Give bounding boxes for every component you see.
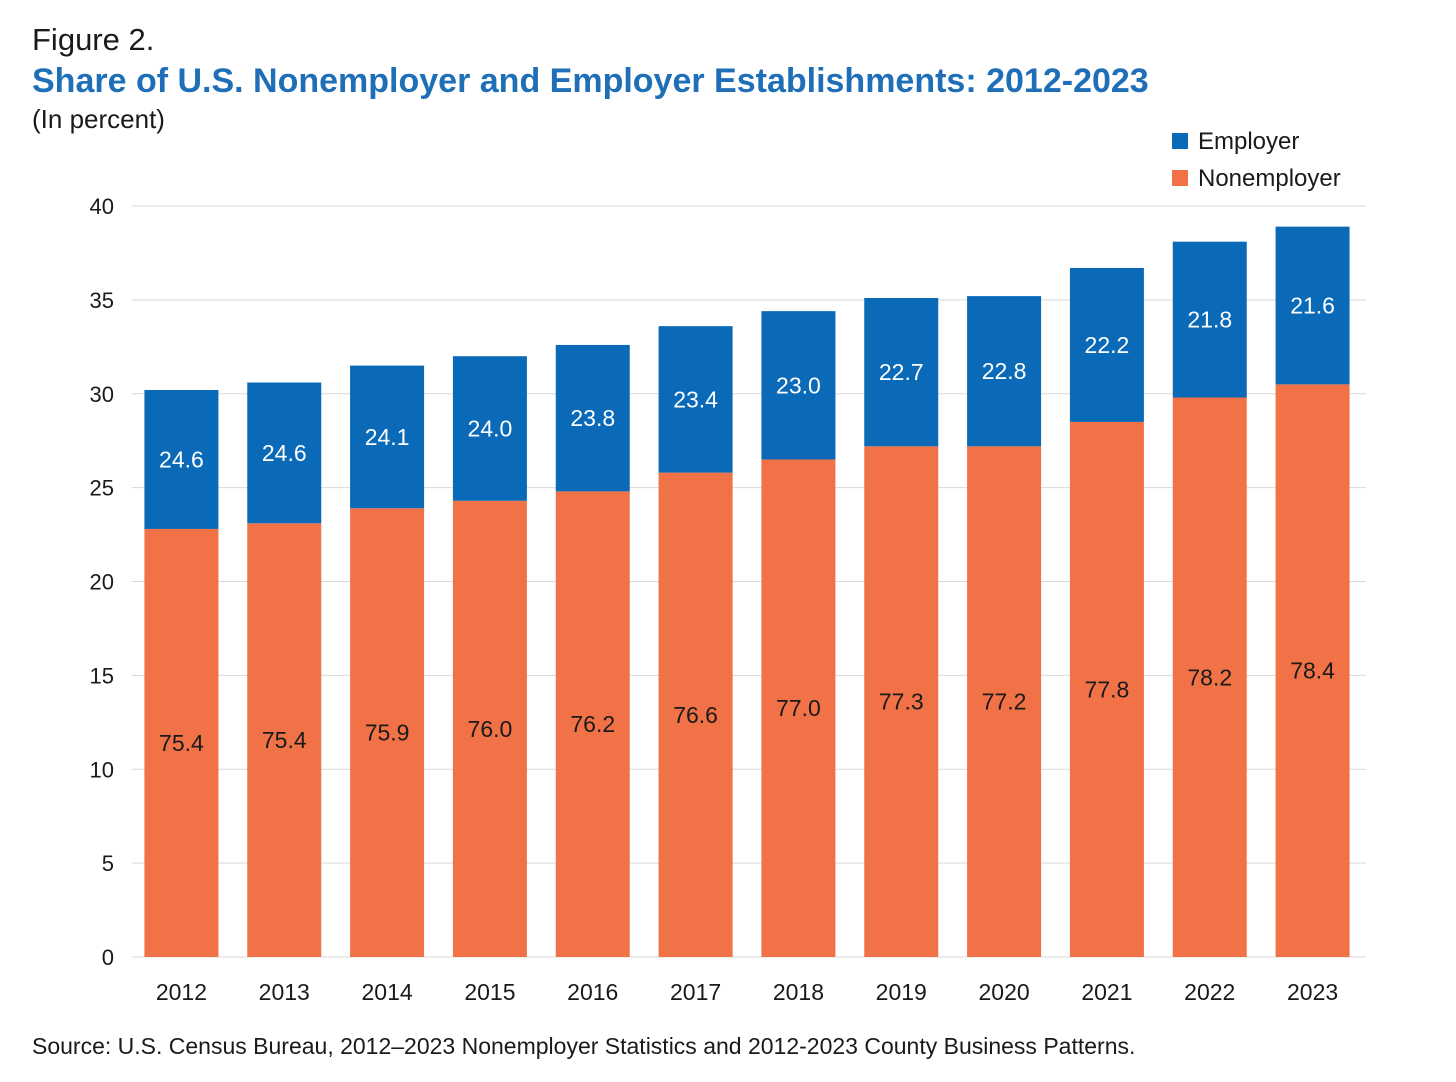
bar-employer [555,344,630,492]
chart-title: Share of U.S. Nonemployer and Employer E… [32,62,1149,100]
bar-employer [967,296,1042,447]
y-tick-label: 30 [90,382,114,407]
bar-nonemployer [452,500,527,957]
x-tick-label: 2021 [1081,979,1132,1005]
data-label-employer: 23.8 [570,405,615,431]
bar-employer [1069,267,1144,422]
legend-label-nonemployer: Nonemployer [1198,165,1341,192]
bar-nonemployer [555,491,630,957]
y-tick-label: 25 [90,476,114,501]
x-tick-label: 2018 [773,979,824,1005]
data-label-employer: 23.4 [673,386,718,412]
x-tick-label: 2016 [567,979,618,1005]
x-tick-label: 2012 [156,979,207,1005]
legend-swatch-nonemployer [1172,169,1188,186]
y-tick-label: 10 [90,757,114,782]
bar-employer [350,365,425,509]
y-tick-label: 0 [102,945,114,970]
data-label-employer: 24.6 [159,446,204,472]
x-tick-label: 2014 [361,979,412,1005]
y-tick-label: 15 [90,663,114,688]
data-label-employer: 22.8 [982,358,1027,384]
bar-nonemployer [1172,397,1247,957]
x-tick-label: 2013 [259,979,310,1005]
data-label-nonemployer: 76.6 [673,702,718,728]
x-tick-label: 2023 [1287,979,1338,1005]
x-tick-label: 2020 [978,979,1029,1005]
x-tick-label: 2015 [464,979,515,1005]
data-label-nonemployer: 76.2 [570,711,615,737]
bar-employer [144,389,219,529]
bar-employer [1275,226,1350,385]
data-label-employer: 24.6 [262,440,307,466]
y-tick-label: 20 [90,570,114,595]
bar-nonemployer [967,446,1042,957]
data-label-employer: 22.2 [1085,332,1130,358]
bar-nonemployer [761,459,836,957]
legend-swatch-employer [1172,132,1188,149]
data-label-employer: 24.0 [468,415,513,441]
data-label-nonemployer: 75.4 [159,730,204,756]
data-label-nonemployer: 78.4 [1290,658,1335,684]
data-label-nonemployer: 75.9 [365,720,410,746]
data-label-employer: 21.8 [1187,307,1232,333]
bar-employer [452,356,527,501]
bar-employer [761,311,836,460]
data-label-nonemployer: 75.4 [262,727,307,753]
bar-nonemployer [1275,384,1350,957]
source-note: Source: U.S. Census Bureau, 2012–2023 No… [32,1033,1136,1059]
bar-employer [658,326,733,473]
data-label-employer: 22.7 [879,359,924,385]
bar-nonemployer [864,446,939,957]
data-label-nonemployer: 76.0 [468,716,513,742]
bar-nonemployer [247,523,322,957]
bar-nonemployer [658,472,733,957]
data-label-employer: 23.0 [776,372,821,398]
bar-employer [864,297,939,447]
figure-label: Figure 2. [32,22,155,57]
x-tick-label: 2019 [876,979,927,1005]
y-tick-label: 40 [90,194,114,219]
legend-item-nonemployer: Nonemployer [1172,165,1341,193]
data-label-nonemployer: 78.2 [1187,664,1232,690]
legend-label-employer: Employer [1198,128,1300,155]
data-label-nonemployer: 77.3 [879,689,924,715]
y-tick-label: 35 [90,288,114,313]
bar-nonemployer [1069,421,1144,958]
data-label-employer: 21.6 [1290,293,1335,319]
data-label-employer: 24.1 [365,424,410,450]
y-tick-label: 5 [102,851,114,876]
bar-employer [247,382,322,524]
x-tick-label: 2017 [670,979,721,1005]
legend-item-employer: Employer [1172,128,1299,156]
data-label-nonemployer: 77.8 [1085,676,1130,702]
bar-nonemployer [350,508,425,957]
data-label-nonemployer: 77.0 [776,695,821,721]
chart-subtitle: (In percent) [32,104,165,134]
bar-nonemployer [144,528,219,957]
bar-employer [1172,241,1247,398]
data-label-nonemployer: 77.2 [982,689,1027,715]
x-tick-label: 2022 [1184,979,1235,1005]
